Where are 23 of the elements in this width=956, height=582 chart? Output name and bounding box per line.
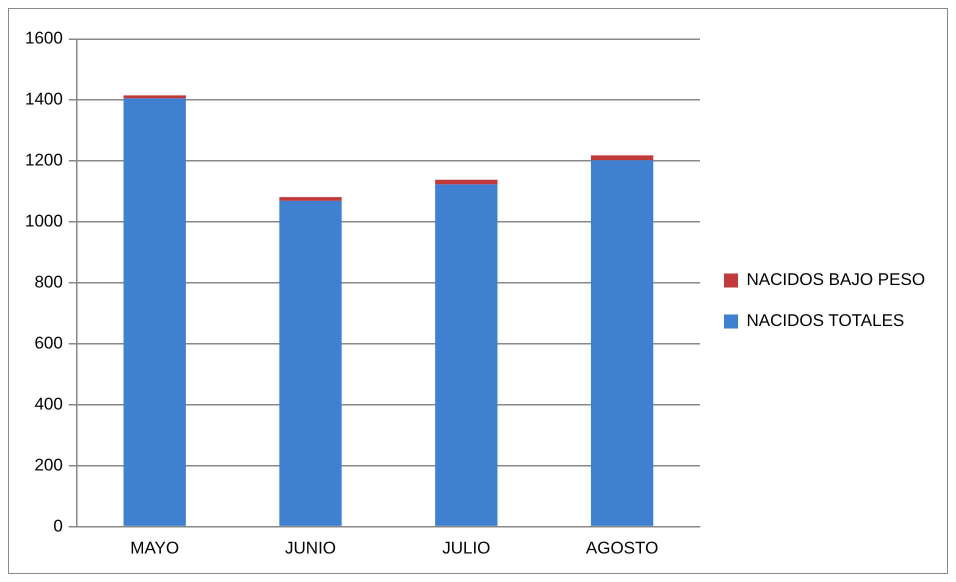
bar [279, 197, 342, 201]
bar [590, 155, 654, 160]
y-tick-label: 600 [34, 333, 63, 352]
y-tick-label: 1200 [24, 150, 63, 170]
bar [124, 95, 186, 98]
y-tick-label: 0 [53, 516, 63, 536]
x-tick-label: JUNIO [285, 538, 336, 558]
bar [279, 200, 342, 526]
bar [590, 160, 654, 526]
y-tick-label: 1000 [24, 212, 63, 231]
legend-label: NACIDOS TOTALES [746, 311, 904, 330]
y-tick-label: 800 [34, 272, 63, 292]
x-tick-label: JULIO [442, 538, 490, 558]
bar [435, 180, 498, 184]
x-tick-label: MAYO [130, 538, 180, 558]
y-tick-label: 200 [34, 455, 63, 474]
legend-label: NACIDOS BAJO PESO [746, 270, 926, 290]
y-tick-label: 1600 [24, 28, 63, 48]
bar [435, 184, 498, 526]
bar [124, 98, 186, 526]
x-tick-label: AGOSTO [586, 538, 658, 558]
y-tick-label: 400 [34, 394, 63, 414]
y-tick-label: 1400 [24, 90, 63, 109]
